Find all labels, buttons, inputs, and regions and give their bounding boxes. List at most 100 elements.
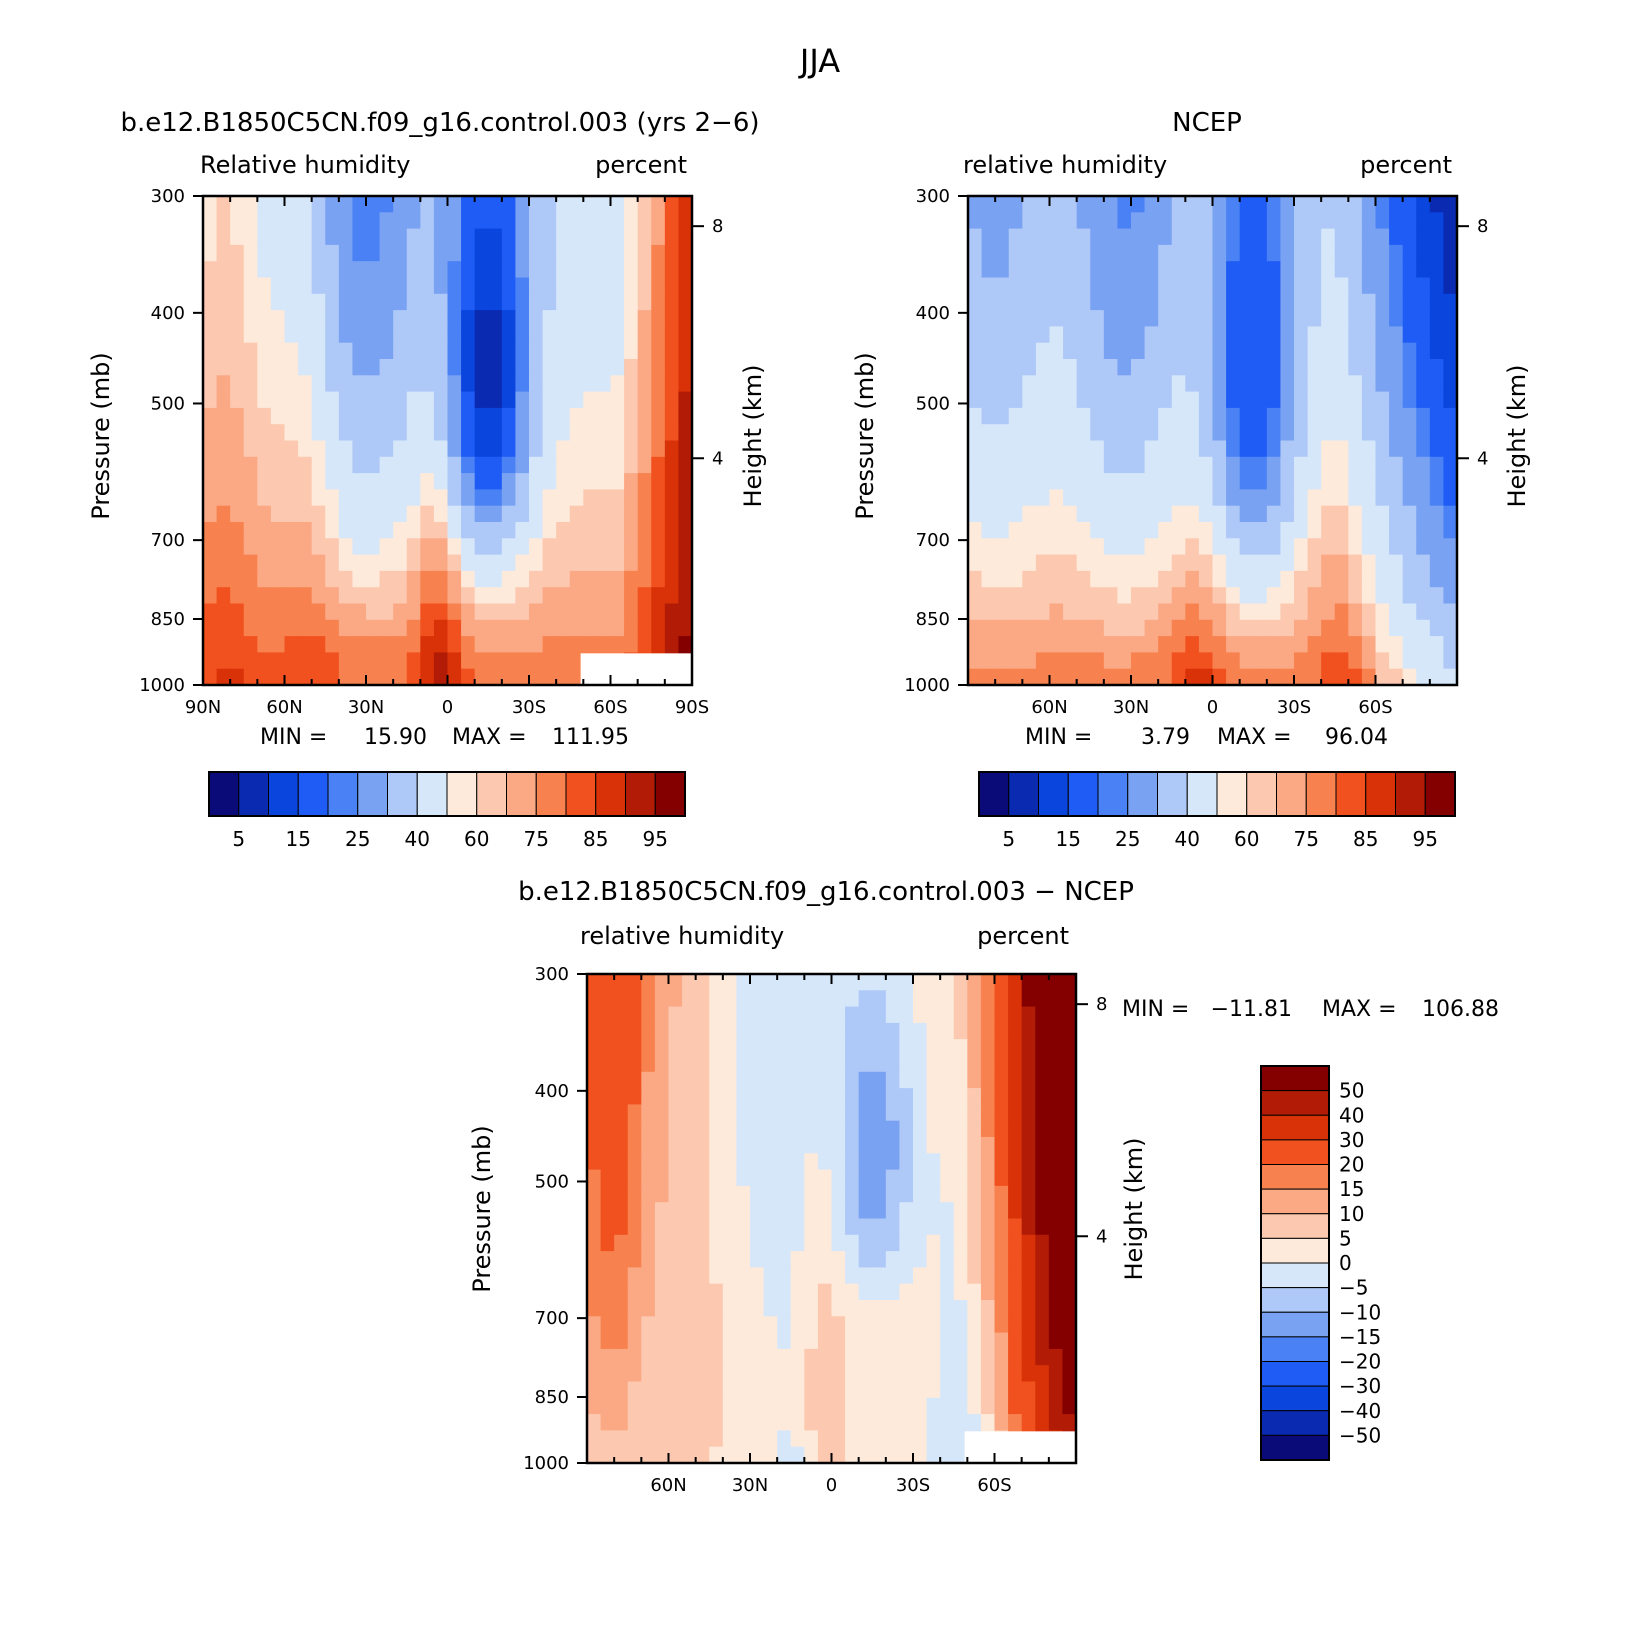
field-cell [406,522,421,539]
field-cell [668,1202,683,1220]
field-cell [831,1088,846,1105]
field-cell [1185,244,1200,262]
field-cell [1334,456,1349,474]
field-cell [1049,489,1064,507]
field-cell [1416,473,1431,490]
field-cell [1185,310,1200,327]
colorbar-label: 95 [1413,827,1438,851]
field-cell [1022,473,1037,490]
field-cell [230,587,245,605]
field-cell [1389,636,1404,653]
field-cell [569,636,584,653]
field-cell [709,1137,724,1154]
field-cell [1049,619,1064,637]
field-cell [1429,554,1445,572]
field-cell [379,587,394,605]
field-cell [1035,310,1051,327]
field-cell [1062,1185,1077,1203]
field-cell [1144,407,1159,425]
field-cell [1103,668,1119,686]
field-cell [777,1218,792,1236]
field-cell [614,1251,629,1268]
field-cell [736,1088,751,1105]
field-cell [1131,359,1146,376]
field-cell [1443,391,1458,409]
field-cell [1361,668,1377,686]
field-cell [203,424,218,442]
colorbar-box [476,771,507,817]
field-cell [790,1251,805,1268]
field-cell [641,1169,656,1187]
field-cell [1361,424,1377,442]
field-cell [1266,636,1282,653]
field-cell [1063,310,1078,327]
field-cell [298,326,313,344]
field-cell [967,990,982,1008]
field-cell [1443,619,1458,637]
field-cell [940,1185,955,1203]
field-cell [1198,196,1214,213]
field-cell [284,310,299,327]
field-cell [1443,196,1458,213]
field-cell [1008,1169,1023,1187]
field-cell [1253,359,1268,376]
field-cell [596,391,612,409]
field-cell [556,505,571,523]
field-cell [569,522,584,539]
field-cell [1063,587,1078,605]
field-cell [678,293,693,311]
field-cell [994,1071,1009,1089]
field-cell [298,636,313,653]
field-cell [243,196,258,213]
field-cell [1361,244,1377,262]
field-cell [529,522,544,539]
field-cell [1131,473,1146,490]
field-cell [817,974,833,991]
field-cell [501,636,517,653]
field-cell [1280,619,1295,637]
field-cell [1158,652,1173,670]
field-cell [284,277,299,295]
field-cell [614,1153,629,1171]
field-cell [682,1446,697,1464]
colorbar-box [1097,771,1129,817]
field-cell [913,1218,928,1236]
field-cell [1334,554,1349,572]
field-cell [447,505,462,523]
field-cell [230,456,245,474]
field-cell [1280,375,1295,393]
field-cell [1090,261,1105,279]
field-cell [311,261,326,279]
field-cell [1090,375,1105,393]
field-cell [583,310,598,327]
field-cell [913,1153,928,1171]
field-cell [1117,293,1132,311]
field-cell [654,1055,670,1073]
field-cell [1226,310,1241,327]
field-cell [858,1300,873,1317]
field-cell [750,1397,765,1415]
field-cell [1048,1365,1064,1383]
field-cell [831,990,846,1008]
field-cell [614,1039,629,1057]
field-cell [298,440,313,458]
field-cell [637,212,652,230]
field-cell [542,212,557,230]
field-cell [1375,619,1390,637]
field-cell [1443,570,1458,588]
field-cell [1429,424,1445,442]
field-cell [1049,538,1064,556]
field-cell [790,1267,805,1285]
field-cell [1212,522,1227,539]
field-cell [858,1267,873,1285]
field-cell [1144,440,1159,458]
field-cell [1035,1381,1050,1399]
field-cell [654,1234,670,1252]
field-cell [817,1218,833,1236]
field-cell [1212,228,1227,246]
field-cell [257,424,272,442]
field-cell [709,1202,724,1220]
field-cell [515,228,530,246]
field-cell [1239,424,1254,442]
field-cell [695,1251,710,1268]
